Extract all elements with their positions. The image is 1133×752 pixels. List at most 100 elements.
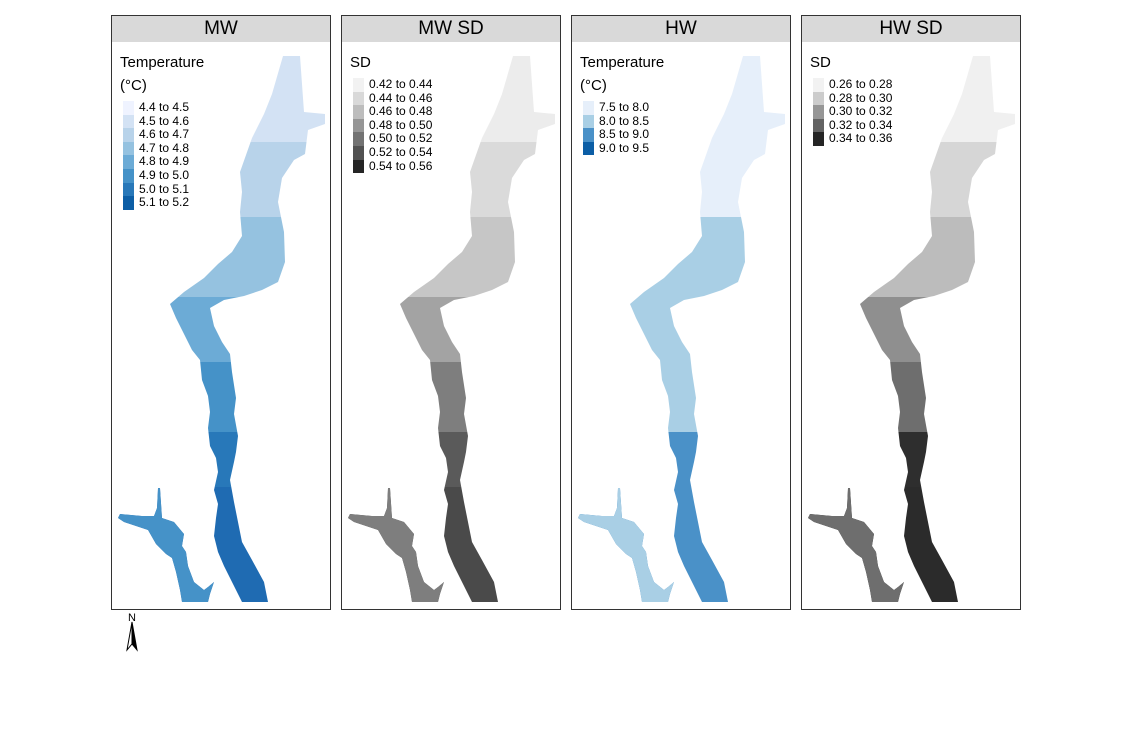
- legend-item: 8.0 to 8.5: [583, 113, 664, 129]
- legend-item: 4.9 to 5.0: [123, 167, 204, 183]
- map-legend: SD 0.26 to 0.28 0.28 to 0.30 0.30 to 0.32 0.…: [810, 51, 892, 146]
- legend-item: 4.5 to 4.6: [123, 114, 204, 129]
- legend-swatch: [123, 196, 134, 210]
- north-label: N: [128, 612, 136, 624]
- river-zone: [118, 432, 325, 487]
- river-zone: [118, 297, 325, 362]
- legend-label: 4.9 to 5.0: [139, 167, 190, 182]
- legend-label: 0.30 to 0.32: [829, 104, 893, 119]
- river-zone: [808, 362, 1015, 432]
- legend-item: 0.32 to 0.34: [813, 117, 893, 133]
- legend-label: 4.7 to 4.8: [139, 140, 190, 155]
- tributary: [578, 488, 674, 602]
- panel-title: MW SD: [341, 15, 561, 43]
- river-zone: [808, 217, 1015, 297]
- legend-swatch: [583, 101, 594, 115]
- legend-title: Temperature: [120, 54, 205, 71]
- legend-label: 0.32 to 0.34: [829, 117, 893, 132]
- legend-title: SD: [350, 54, 371, 71]
- legend-swatch: [583, 114, 594, 129]
- legend-label: 0.54 to 0.56: [369, 158, 433, 173]
- legend-item: 0.30 to 0.32: [813, 105, 892, 119]
- legend-item: 8.5 to 9.0: [583, 128, 664, 142]
- legend-swatch: [123, 182, 134, 197]
- legend-swatch: [813, 132, 824, 146]
- legend-item: 0.42 to 0.44: [353, 77, 432, 92]
- legend-label: 0.34 to 0.36: [829, 131, 893, 146]
- legend-swatch: [813, 118, 824, 133]
- legend-swatch: [123, 128, 134, 142]
- legend-swatch: [123, 168, 134, 183]
- legend-item: 0.34 to 0.36: [813, 132, 892, 146]
- river-zone: [578, 432, 785, 487]
- legend-swatch: [123, 101, 134, 115]
- legend-item: 5.0 to 5.1: [123, 182, 204, 197]
- legend-label: 0.28 to 0.30: [829, 90, 893, 105]
- map-panel: HW SD SD 0.26 to 0.28 0.28 to 0.30 0.30 to 0…: [801, 15, 1021, 610]
- river-map: [578, 56, 785, 602]
- legend-item: 4.6 to 4.7: [123, 128, 204, 142]
- river-zone: [348, 362, 555, 432]
- legend-item: 7.5 to 8.0: [583, 100, 664, 115]
- legend-item: 4.8 to 4.9: [123, 155, 204, 169]
- legend-item: 0.50 to 0.52: [353, 132, 432, 146]
- north-arrow-icon: [126, 621, 138, 652]
- legend-label: 0.50 to 0.52: [369, 131, 433, 146]
- river-zone: [808, 142, 1015, 217]
- map-legend: Temperature (°C) 7.5 to 8.0 8.0 to 8.5 8.5 t…: [580, 51, 664, 156]
- legend-item: 0.52 to 0.54: [353, 144, 433, 160]
- map-panel: MW SD SD 0.42 to 0.44 0.44 to 0.46 0.46 to 0…: [341, 15, 561, 610]
- map-panel: MW Temperature (°C) 4.4 to 4.5 4.5 to 4.6 4.6…: [111, 15, 331, 610]
- legend-title: (°C): [580, 77, 607, 94]
- legend-item: 5.1 to 5.2: [123, 196, 204, 210]
- legend-item: 0.28 to 0.30: [813, 90, 893, 106]
- legend-item: 0.54 to 0.56: [353, 158, 433, 174]
- map-area: Temperature (°C) 7.5 to 8.0 8.0 to 8.5 8.5 t…: [571, 42, 791, 610]
- river-zone: [118, 362, 325, 432]
- legend-item: 4.7 to 4.8: [123, 140, 204, 156]
- legend-label: 4.6 to 4.7: [139, 127, 190, 142]
- legend-label: 8.0 to 8.5: [599, 113, 650, 128]
- panel-title: HW SD: [801, 15, 1021, 43]
- legend-swatch: [353, 78, 364, 92]
- legend-swatch: [353, 118, 364, 133]
- legend-swatch: [813, 78, 824, 92]
- north-arrow: N: [124, 612, 144, 654]
- panel-title: MW: [111, 15, 331, 43]
- legend-item: 0.44 to 0.46: [353, 90, 433, 106]
- legend-label: 5.1 to 5.2: [139, 195, 190, 210]
- legend-title: (°C): [120, 77, 147, 94]
- legend-label: 7.5 to 8.0: [599, 100, 650, 114]
- river-zone: [578, 297, 785, 362]
- legend-item: 0.48 to 0.50: [353, 118, 432, 133]
- legend-swatch: [583, 128, 594, 142]
- map-legend: SD 0.42 to 0.44 0.44 to 0.46 0.46 to 0.48 0.…: [350, 51, 433, 174]
- legend-label: 8.5 to 9.0: [599, 127, 650, 142]
- river-zone: [808, 432, 1015, 487]
- legend-label: 0.26 to 0.28: [829, 77, 893, 91]
- river-zone: [578, 217, 785, 297]
- legend-swatch: [353, 105, 364, 119]
- river-zone: [118, 217, 325, 297]
- legend-swatch: [123, 155, 134, 169]
- river-map: [348, 56, 555, 602]
- legend-label: 4.4 to 4.5: [139, 100, 190, 114]
- river-zone: [808, 297, 1015, 362]
- legend-item: 0.26 to 0.28: [813, 77, 893, 92]
- map-panel: HW Temperature (°C) 7.5 to 8.0 8.0 to 8.5 8.5…: [571, 15, 791, 610]
- legend-title: SD: [810, 54, 831, 71]
- legend-swatch: [813, 105, 824, 119]
- panel-title: HW: [571, 15, 791, 43]
- map-area: Temperature (°C) 4.4 to 4.5 4.5 to 4.6 4.6 t…: [111, 42, 331, 610]
- legend-label: 0.52 to 0.54: [369, 144, 433, 159]
- map-legend: Temperature (°C) 4.4 to 4.5 4.5 to 4.6 4.6 t…: [120, 51, 204, 210]
- legend-swatch: [123, 114, 134, 129]
- legend-swatch: [353, 132, 364, 146]
- legend-label: 0.44 to 0.46: [369, 90, 433, 105]
- legend-label: 9.0 to 9.5: [599, 140, 650, 155]
- legend-item: 4.4 to 4.5: [123, 100, 204, 115]
- legend-swatch: [353, 91, 364, 106]
- river-zone: [348, 487, 555, 602]
- river-zone: [348, 432, 555, 487]
- river-zone: [348, 297, 555, 362]
